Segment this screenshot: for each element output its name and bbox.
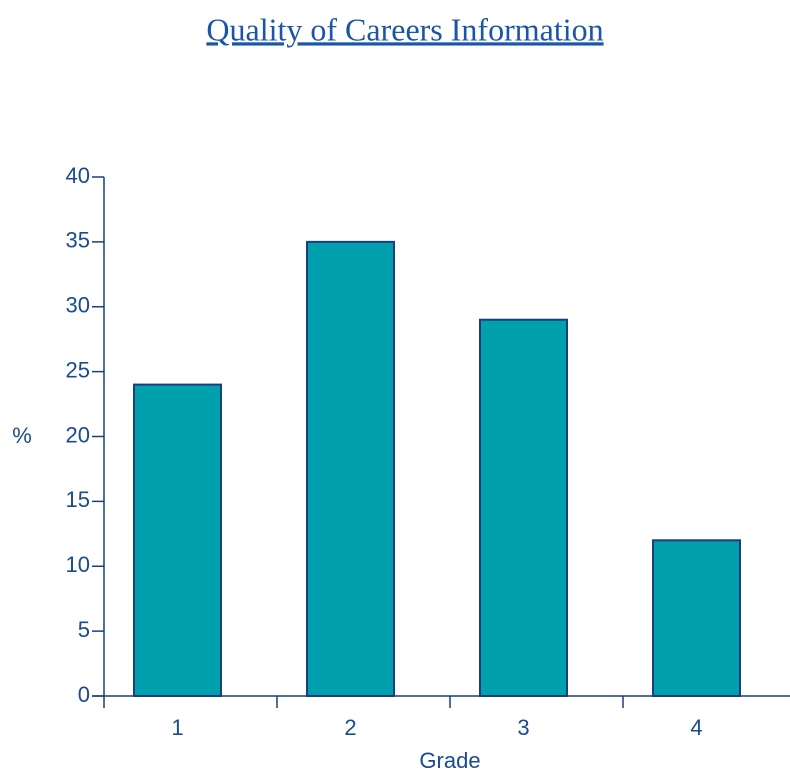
y-tick-label: 35 — [66, 228, 90, 253]
x-tick-label: 4 — [690, 715, 702, 740]
y-axis-label: % — [12, 423, 32, 448]
x-tick-label: 2 — [344, 715, 356, 740]
y-tick-label: 20 — [66, 422, 90, 447]
y-tick-label: 10 — [66, 552, 90, 577]
y-tick-label: 40 — [66, 163, 90, 188]
chart-title: Quality of Careers Information — [206, 11, 603, 47]
y-tick-label: 0 — [78, 682, 90, 707]
y-tick-label: 25 — [66, 357, 90, 382]
y-tick-label: 5 — [78, 617, 90, 642]
bar — [133, 383, 222, 697]
y-tick-label: 30 — [66, 293, 90, 318]
y-tick-label: 15 — [66, 487, 90, 512]
x-tick-label: 1 — [171, 715, 183, 740]
bar — [652, 539, 741, 697]
bar — [306, 240, 395, 697]
bar — [479, 318, 568, 697]
x-tick-label: 3 — [517, 715, 529, 740]
x-axis-label: Grade — [419, 748, 480, 773]
